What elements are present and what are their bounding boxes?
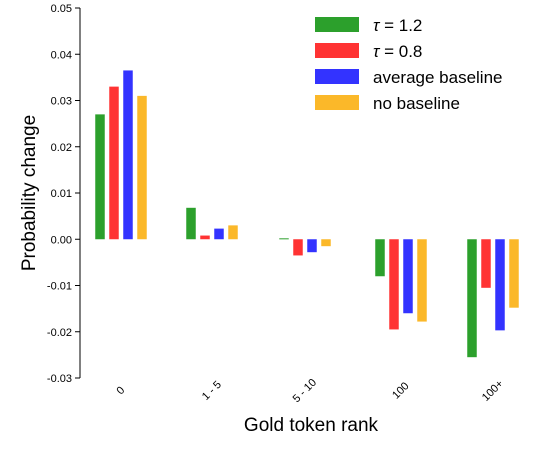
bar-4-2 xyxy=(228,225,238,240)
legend-swatch xyxy=(315,69,359,84)
x-tick-label: 1 - 5 xyxy=(200,379,224,403)
bar-2-5 xyxy=(481,239,491,288)
x-axis-title: Gold token rank xyxy=(244,415,379,436)
legend-label: τ = 0.8 xyxy=(373,42,422,61)
bar-2-1 xyxy=(109,86,119,240)
bar-4-3 xyxy=(321,239,331,247)
y-tick-label: -0.01 xyxy=(47,281,72,293)
y-tick-label: 0.00 xyxy=(51,234,72,246)
bar-2-3 xyxy=(293,239,303,256)
legend-swatch xyxy=(315,43,359,58)
y-tick-label: 0.04 xyxy=(51,49,72,61)
bar-3-1 xyxy=(123,70,133,240)
bar-1-5 xyxy=(467,239,477,358)
x-tick-label: 5 - 10 xyxy=(291,377,319,405)
x-tick-label: 0 xyxy=(114,384,127,397)
bar-3-3 xyxy=(307,239,317,253)
y-tick-label: -0.02 xyxy=(47,327,72,339)
legend-tau-value: = 0.8 xyxy=(379,42,422,61)
bar-3-5 xyxy=(495,239,505,331)
y-tick-label: 0.03 xyxy=(51,96,72,108)
y-tick-label: 0.01 xyxy=(51,188,72,200)
legend-tau-symbol: τ xyxy=(373,16,381,35)
x-tick-label: 100 xyxy=(390,380,411,401)
legend-swatch xyxy=(315,17,359,32)
legend-label: no baseline xyxy=(373,94,460,113)
bar-3-4 xyxy=(403,239,413,314)
y-tick-label: 0.02 xyxy=(51,142,72,154)
x-tick-label: 100+ xyxy=(480,378,506,404)
y-tick-label: 0.05 xyxy=(51,3,72,15)
bar-1-3 xyxy=(279,238,289,240)
bar-4-4 xyxy=(417,239,427,322)
legend-swatch xyxy=(315,95,359,110)
y-axis-title: Probability change xyxy=(19,115,40,271)
legend-tau-symbol: τ xyxy=(373,42,381,61)
bar-4-1 xyxy=(137,95,147,240)
legend-label: τ = 1.2 xyxy=(373,16,422,35)
bar-1-2 xyxy=(186,207,196,240)
y-tick-label: -0.03 xyxy=(47,373,72,385)
bar-3-2 xyxy=(214,228,224,240)
legend-label: average baseline xyxy=(373,68,502,87)
bar-2-4 xyxy=(389,239,399,330)
bar-1-4 xyxy=(375,239,385,277)
bar-1-1 xyxy=(95,114,105,240)
bar-4-5 xyxy=(509,239,519,308)
legend-tau-value: = 1.2 xyxy=(379,16,422,35)
bar-2-2 xyxy=(200,235,210,240)
